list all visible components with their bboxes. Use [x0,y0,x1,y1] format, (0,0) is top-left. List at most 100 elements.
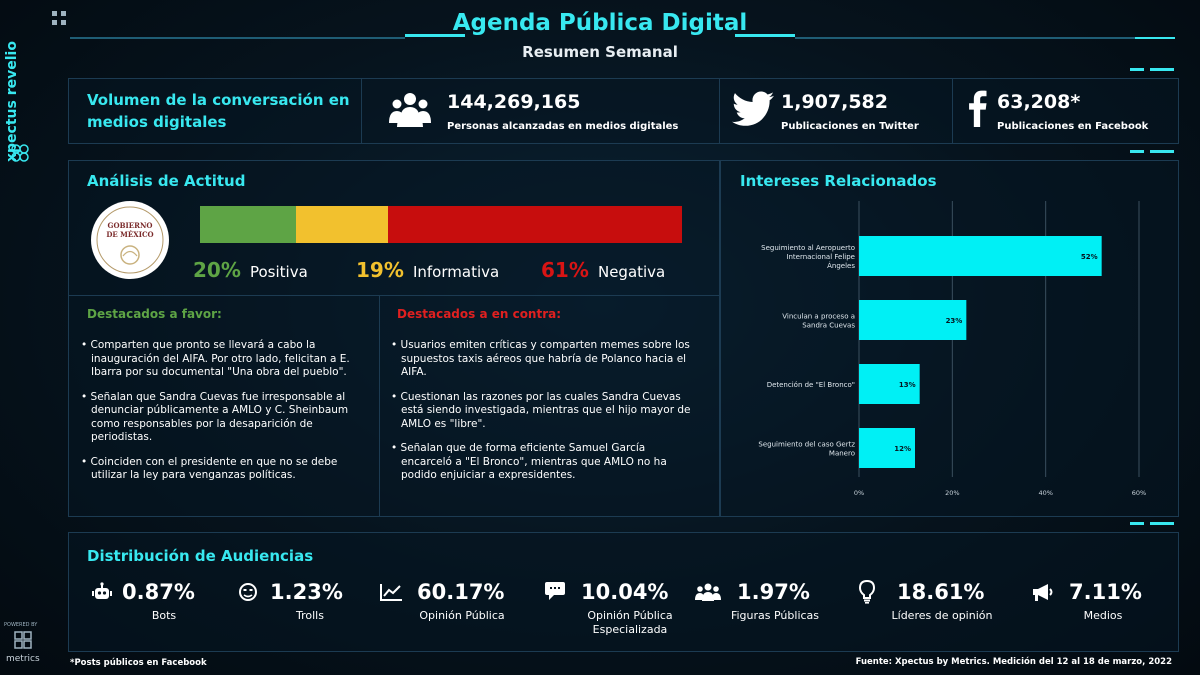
contra-item: • Usuarios emiten críticas y comparten m… [391,339,690,378]
seal-emblem-icon [96,206,164,274]
accent-dash-6 [1150,522,1174,525]
volume-title: Volumen de la conversación en medios dig… [87,91,350,131]
favor-item: • Señalan que Sandra Cuevas fue irrespon… [81,390,349,444]
bots-value: 0.87% [122,580,195,604]
chat-icon [543,580,567,608]
facebook-value: 63,208* [997,91,1081,113]
powered-by-label: POWERED BY [4,622,38,628]
troll-icon [238,582,258,606]
interests-panel: Intereses Relacionados 0% 20% 40% 60% 52% Seg… [720,160,1179,517]
negative-label: Negativa [597,263,666,281]
contra-item: • Señalan que de forma eficiente Samuel … [391,442,667,481]
chart-category-label: Detención de "El Bronco" [767,381,855,389]
volume-divider-3 [952,79,953,143]
footer-note: *Posts públicos en Facebook [70,658,207,668]
group-icon [695,582,721,606]
attitude-hr [69,295,719,296]
volume-divider-1 [361,79,362,143]
media-value: 7.11% [1069,580,1142,604]
informative-label: Informativa [412,263,500,281]
page-subtitle: Resumen Semanal [522,43,678,61]
bots-label: Bots [151,609,177,622]
header-rule-end [1135,37,1175,39]
seal-text: GOBIERNO DE MÉXICO [106,221,154,239]
trolls-value: 1.23% [270,580,343,604]
attitude-vr [379,295,380,516]
reach-label: Personas alcanzadas en medios digitales [447,121,679,132]
chart-category-label: Seguimiento del caso Gertz Manero [758,441,855,458]
volume-divider-2 [719,79,720,143]
positive-label: Positiva [249,263,308,281]
facebook-icon [967,89,987,127]
accent-dash-1 [1130,68,1144,71]
interests-chart: 0% 20% 40% 60% 52% Seguimiento al Aeropuerto I… [758,201,1146,497]
lightbulb-icon [858,579,876,608]
favor-list: • Comparten que pronto se llevará a cabo… [81,339,366,494]
figures-value: 1.97% [737,580,810,604]
favor-item: • Coinciden con el presidente en que no … [81,455,338,482]
header-rule-left [70,37,405,39]
chart-category-label: Seguimiento al Aeropuerto Internacional F… [761,244,855,270]
chart-x-tick: 20% [945,489,959,497]
reach-value: 144,269,165 [447,91,581,113]
attitude-negative-legend: 61% Negativa [541,258,665,282]
favor-item: • Comparten que pronto se llevará a cabo… [81,339,350,378]
chart-bar [859,428,915,468]
attitude-bar-negative [387,206,682,243]
people-icon [389,91,431,129]
specialized-value: 10.04% [581,580,669,604]
twitter-icon [732,91,774,127]
accent-dash-3 [1130,150,1144,153]
positive-pct: 20% [193,258,241,282]
chart-bar [859,364,920,404]
contra-item-text: Señalan que de forma eficiente Samuel Ga… [400,442,667,481]
leaders-label: Líderes de opinión [891,609,993,622]
megaphone-icon [1031,582,1055,606]
line-chart-icon [379,582,403,606]
public-value: 60.17% [417,580,505,604]
contra-item: • Cuestionan las razones por las cuales … [391,390,691,430]
attitude-informative-legend: 19% Informativa [356,258,499,282]
leaders-value: 18.61% [897,580,985,604]
metrics-label: metrics [6,654,40,664]
government-seal: GOBIERNO DE MÉXICO [91,201,169,279]
attitude-bar [200,206,682,243]
contra-item-text: Cuestionan las razones por las cuales Sa… [400,390,691,430]
audience-title: Distribución de Audiencias [87,547,314,565]
specialized-label: Opinión Pública Especializada [587,609,673,636]
contra-title: Destacados a en contra: [397,307,562,321]
figures-label: Figuras Públicas [730,609,820,622]
chart-x-tick: 40% [1038,489,1052,497]
header-accent-right [735,34,795,37]
chart-bar [859,300,967,340]
chart-value-label: 23% [946,317,963,325]
contra-item-text: Usuarios emiten críticas y comparten mem… [400,339,690,378]
facebook-label: Publicaciones en Facebook [997,121,1149,132]
brand-hex-icon [9,142,31,164]
favor-item-text: Señalan que Sandra Cuevas fue irresponsa… [90,390,349,444]
chart-value-label: 13% [899,381,916,389]
negative-pct: 61% [541,258,589,282]
accent-dash-4 [1150,150,1174,153]
chart-value-label: 52% [1081,253,1098,261]
chart-x-tick: 0% [854,489,864,497]
favor-title: Destacados a favor: [87,307,222,321]
chart-bar [859,236,1102,276]
header-accent-left [405,34,465,37]
header-rule-right [795,37,1135,39]
favor-item-text: Comparten que pronto se llevará a cabo l… [90,339,350,378]
accent-dash-5 [1130,522,1144,525]
interests-title: Intereses Relacionados [740,172,937,190]
page-title: Agenda Pública Digital [452,10,748,36]
attitude-positive-legend: 20% Positiva [193,258,308,282]
bot-icon [92,582,112,606]
chart-category-label: Vinculan a proceso a Sandra Cuevas [782,313,855,330]
audience-panel: Distribución de Audiencias [68,532,1179,652]
trolls-label: Trolls [296,609,324,622]
footer-source: Fuente: Xpectus by Metrics. Medición del… [855,657,1172,667]
contra-list: • Usuarios emiten críticas y comparten m… [391,339,691,494]
twitter-label: Publicaciones en Twitter [781,121,919,132]
favor-item-text: Coinciden con el presidente en que no se… [90,455,338,482]
volume-panel: Volumen de la conversación en medios dig… [68,78,1179,144]
chart-x-tick: 60% [1132,489,1146,497]
